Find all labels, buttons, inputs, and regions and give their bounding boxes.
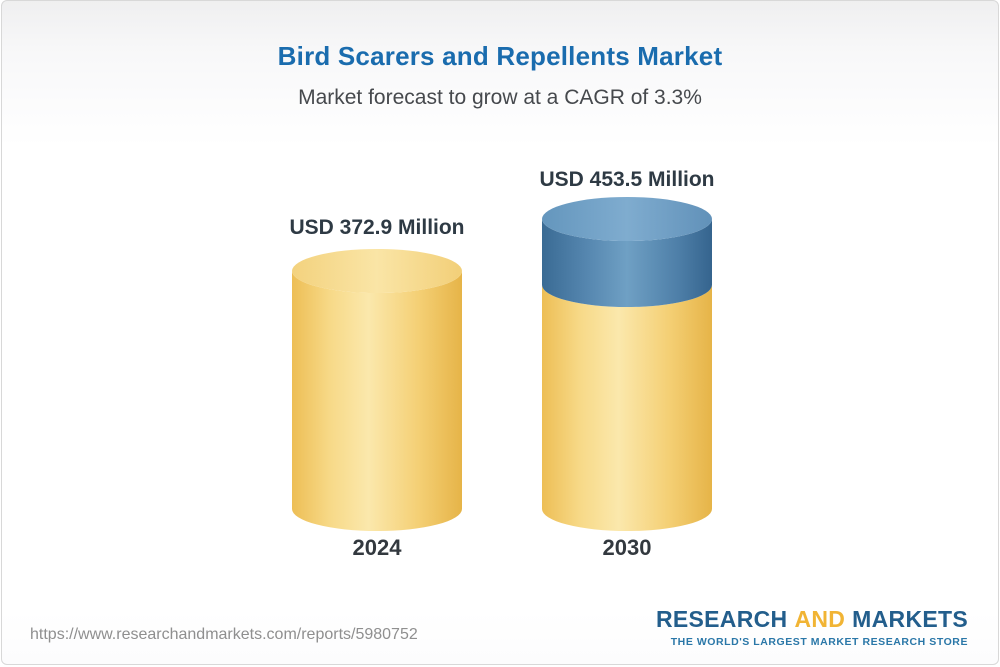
category-label-2024: 2024 <box>352 535 402 560</box>
value-label-2024: USD 372.9 Million <box>289 216 465 239</box>
value-label-2030: USD 453.5 Million <box>539 168 715 191</box>
logo-word-research: RESEARCH <box>655 606 788 632</box>
chart-header: Bird Scarers and Repellents Market Marke… <box>2 1 998 110</box>
cylinder-2024 <box>292 249 462 531</box>
logo-word-and: AND <box>794 606 846 632</box>
report-url: https://www.researchandmarkets.com/repor… <box>30 626 418 643</box>
footer: https://www.researchandmarkets.com/repor… <box>2 594 998 664</box>
category-label-2030: 2030 <box>602 535 652 560</box>
page-title: Bird Scarers and Repellents Market <box>277 41 723 71</box>
chart-subtitle: Market forecast to grow at a CAGR of 3.3… <box>298 86 702 109</box>
logo-word-markets: MARKETS <box>852 606 968 632</box>
research-and-markets-logo: RESEARCH AND MARKETS THE WORLD'S LARGEST… <box>656 606 968 648</box>
logo-tagline: THE WORLD'S LARGEST MARKET RESEARCH STOR… <box>670 636 968 648</box>
logo-wordmark: RESEARCH AND MARKETS <box>656 606 968 633</box>
cylinder-2030 <box>542 197 712 531</box>
